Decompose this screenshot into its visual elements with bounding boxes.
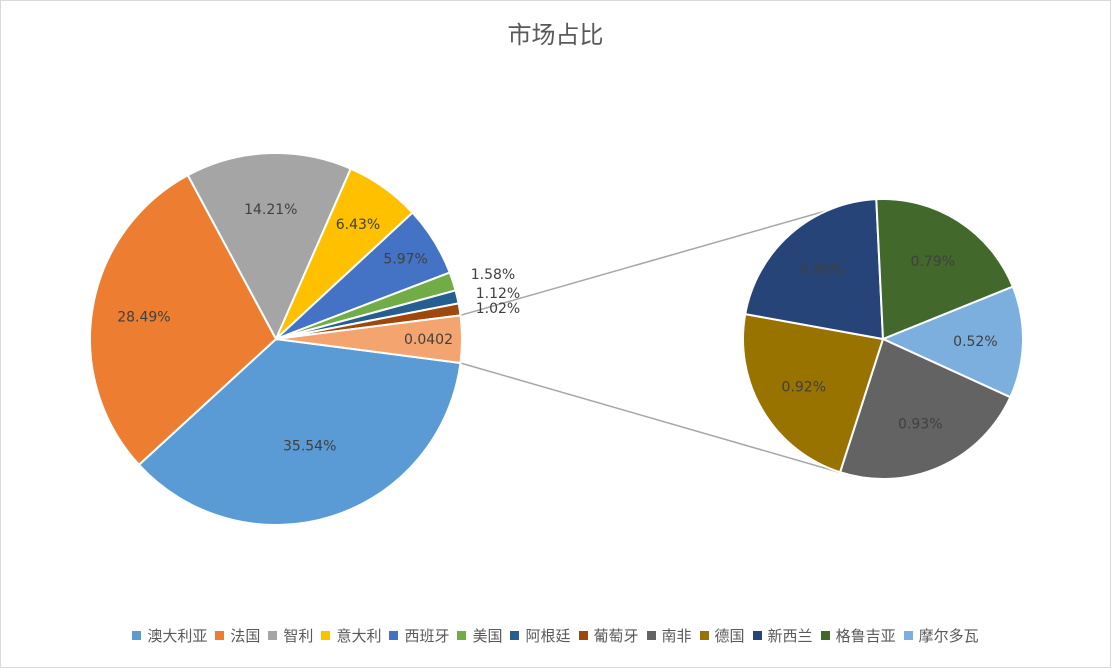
legend-swatch	[903, 631, 913, 640]
secondary-pie-slice	[838, 337, 1012, 480]
main-pie-slice	[89, 173, 278, 467]
legend-swatch	[457, 631, 467, 640]
main-pie-data-label: 1.02%	[476, 301, 520, 317]
legend-label: 西班牙	[404, 627, 450, 645]
legend-swatch	[578, 631, 588, 640]
secondary-pie-data-label: 0.52%	[953, 334, 997, 350]
legend-swatch	[215, 631, 225, 640]
legend-label: 新西兰	[767, 627, 813, 645]
secondary-pie	[742, 198, 1024, 480]
secondary-pie-data-label: 0.93%	[898, 417, 942, 433]
connector-lines	[460, 207, 853, 477]
legend-label: 阿根廷	[525, 627, 571, 645]
legend-swatch	[699, 631, 709, 640]
legend-label: 法国	[230, 627, 261, 645]
main-pie-data-label: 5.97%	[383, 252, 427, 268]
legend-label: 摩尔多瓦	[918, 627, 979, 645]
legend-label: 美国	[472, 627, 503, 645]
legend-label: 格鲁吉亚	[835, 627, 896, 645]
legend-swatch	[510, 631, 520, 640]
connector-line-top	[460, 207, 837, 317]
legend-swatch	[268, 631, 278, 640]
legend-swatch	[389, 631, 399, 640]
legend-label: 智利	[283, 627, 314, 645]
chart-title: 市场占比	[507, 21, 604, 49]
legend-item: 法国	[215, 625, 260, 646]
main-pie-data-label: 6.43%	[336, 217, 380, 233]
legend-item: 南非	[646, 625, 692, 646]
legend-item: 葡萄牙	[578, 625, 639, 646]
legend-label: 葡萄牙	[593, 627, 639, 645]
main-pie-data-label: 35.54%	[283, 438, 336, 454]
main-pie-slice	[275, 314, 463, 365]
data-labels: 35.54% 28.49% 14.21% 6.43% 5.97% 1.58% 1.12%1.…	[117, 202, 997, 455]
legend-label: 南非	[661, 627, 692, 645]
legend-item: 摩尔多瓦	[903, 625, 979, 646]
legend-item: 美国	[457, 625, 502, 646]
legend-item: 意大利	[321, 625, 381, 646]
secondary-pie-slice	[742, 312, 885, 474]
legend-item: 格鲁吉亚	[820, 625, 896, 646]
legend-item: 西班牙	[389, 625, 449, 646]
main-pie-data-label: 28.49%	[117, 310, 170, 326]
connector-line-bottom	[460, 362, 853, 477]
legend-swatch	[820, 631, 830, 640]
main-pie-data-label: 0.0402	[404, 332, 453, 348]
legend-item: 德国	[699, 625, 745, 646]
legend-item: 澳大利亚	[132, 625, 207, 646]
legend-label: 意大利	[336, 627, 382, 645]
legend-label: 德国	[714, 627, 745, 645]
legend-swatch	[752, 631, 762, 640]
legend-swatch	[321, 631, 331, 640]
secondary-pie-slice	[875, 198, 1015, 341]
main-pie-data-label: 1.58%	[471, 267, 515, 283]
secondary-pie-data-label: 0.79%	[911, 254, 955, 270]
legend-item: 智利	[268, 625, 313, 646]
main-pie-data-label: 1.12%	[476, 286, 520, 302]
secondary-pie-data-label: 0.92%	[782, 380, 826, 396]
main-pie	[89, 152, 463, 526]
main-pie-slice	[137, 337, 462, 526]
legend-label: 澳大利亚	[147, 627, 208, 645]
secondary-pie-data-label: 0.86%	[800, 263, 844, 279]
legend-swatch	[132, 631, 142, 640]
legend-swatch	[646, 631, 656, 640]
legend-item: 阿根廷	[510, 625, 571, 646]
secondary-pie-slice	[880, 285, 1024, 399]
main-pie-slice	[186, 152, 353, 342]
legend: 澳大利亚 法国 智利 意大利 西班牙 美国 阿根廷 葡萄牙 南非 德国 新西兰 格鲁吉亚 摩尔多瓦	[1, 625, 1110, 646]
secondary-pie-slice	[744, 198, 885, 341]
main-pie-data-label: 14.21%	[244, 202, 297, 218]
pie-of-pie-chart: 35.54% 28.49% 14.21% 6.43% 5.97% 1.58% 1.12%1.…	[89, 152, 1024, 526]
legend-item: 新西兰	[752, 625, 813, 646]
